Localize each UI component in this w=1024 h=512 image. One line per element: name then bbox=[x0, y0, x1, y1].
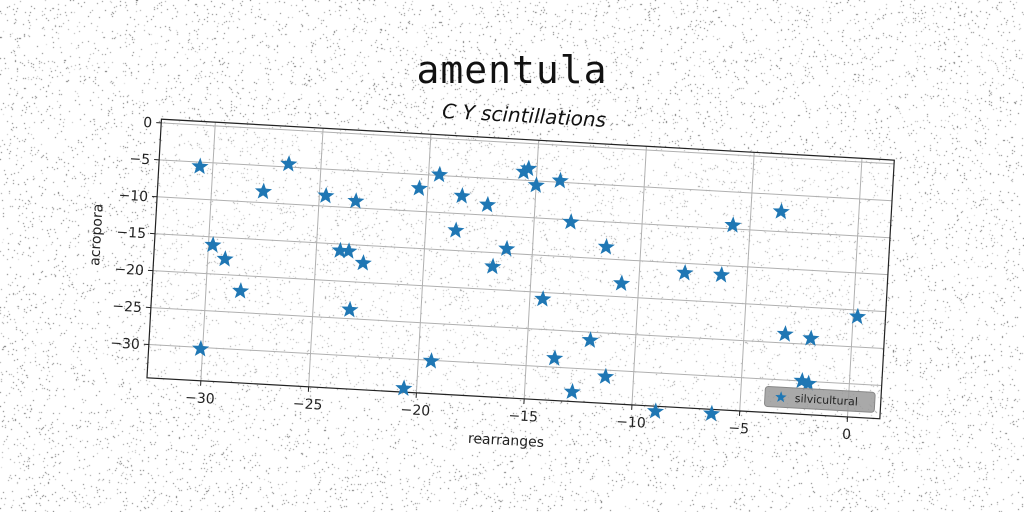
plot-frame bbox=[146, 118, 895, 420]
data-point bbox=[534, 290, 552, 307]
x-gridline bbox=[846, 158, 863, 417]
x-gridline bbox=[415, 134, 432, 393]
data-point bbox=[479, 195, 497, 213]
data-point bbox=[204, 236, 222, 253]
y-gridline bbox=[161, 122, 895, 165]
data-point bbox=[331, 241, 349, 259]
x-tick-label: 0 bbox=[842, 427, 852, 443]
y-tick-label: −15 bbox=[116, 225, 146, 243]
data-point bbox=[581, 331, 599, 348]
data-point bbox=[724, 216, 742, 233]
data-point bbox=[410, 179, 428, 197]
x-gridline bbox=[631, 146, 647, 405]
data-point bbox=[354, 254, 372, 271]
legend-label: silvicultural bbox=[794, 392, 858, 409]
data-point bbox=[192, 339, 210, 357]
y-tick-label: −5 bbox=[129, 151, 151, 168]
data-point bbox=[254, 182, 273, 200]
y-gridline bbox=[157, 196, 890, 239]
x-tick-label: −25 bbox=[292, 396, 322, 414]
data-point bbox=[849, 307, 867, 325]
data-point bbox=[447, 221, 465, 239]
data-point bbox=[515, 163, 533, 180]
figure-suptitle: amentula bbox=[416, 48, 608, 92]
y-tick-label: −10 bbox=[118, 188, 148, 206]
x-tick-label: −10 bbox=[616, 414, 646, 432]
rotated-figure: C Y scintillations −30 −25 −20 −15 −10 −5 0 0 −5… bbox=[87, 99, 895, 451]
data-point bbox=[597, 238, 615, 255]
y-tick-label: −30 bbox=[110, 335, 140, 353]
x-tick-label: −5 bbox=[728, 420, 750, 437]
x-gridline bbox=[308, 128, 324, 387]
y-gridline bbox=[159, 159, 893, 202]
x-tick-label: −20 bbox=[400, 402, 430, 420]
data-point bbox=[520, 159, 538, 177]
data-point bbox=[191, 157, 209, 175]
x-axis-label: rearranges bbox=[468, 431, 545, 451]
x-gridline bbox=[200, 122, 216, 381]
legend-marker bbox=[775, 391, 787, 403]
data-point bbox=[563, 382, 581, 400]
data-point bbox=[422, 352, 440, 369]
data-point bbox=[802, 329, 820, 347]
data-point bbox=[703, 404, 721, 422]
y-tick-label: −20 bbox=[114, 262, 144, 280]
data-point bbox=[546, 349, 564, 366]
data-point bbox=[776, 325, 794, 342]
data-point bbox=[216, 250, 234, 267]
chart-title: C Y scintillations bbox=[442, 99, 607, 132]
data-point bbox=[793, 372, 811, 389]
data-point bbox=[341, 300, 359, 318]
data-point bbox=[395, 379, 413, 396]
data-point bbox=[484, 257, 502, 275]
data-point bbox=[772, 202, 790, 220]
data-point bbox=[527, 176, 545, 193]
data-point bbox=[613, 274, 631, 292]
y-gridline bbox=[148, 344, 882, 387]
y-gridline bbox=[154, 233, 888, 276]
data-point bbox=[280, 155, 298, 172]
x-tick-label: −15 bbox=[508, 408, 538, 426]
y-gridline bbox=[150, 307, 884, 350]
data-point bbox=[340, 242, 358, 259]
data-point bbox=[676, 263, 694, 281]
data-point bbox=[597, 367, 615, 385]
x-tick-label: −30 bbox=[185, 390, 215, 408]
y-tick-label: −25 bbox=[112, 298, 142, 316]
data-point bbox=[712, 266, 731, 283]
y-axis-label: acropora bbox=[87, 203, 106, 266]
data-point bbox=[453, 187, 471, 204]
data-point bbox=[317, 186, 335, 204]
data-point bbox=[498, 239, 516, 257]
data-point bbox=[799, 374, 817, 392]
data-point bbox=[347, 192, 365, 209]
plot-background bbox=[146, 119, 895, 419]
data-point bbox=[431, 165, 449, 183]
data-point bbox=[562, 213, 580, 230]
data-point bbox=[551, 171, 569, 189]
legend-box bbox=[764, 385, 876, 413]
x-gridline bbox=[739, 152, 755, 411]
data-point bbox=[232, 282, 250, 299]
y-gridline bbox=[152, 270, 886, 313]
data-point bbox=[646, 402, 665, 419]
y-tick-label: 0 bbox=[143, 115, 153, 131]
plot-area: −30 −25 −20 −15 −10 −5 0 0 −5 −10 −15 −20 −25 −30 silv… bbox=[110, 115, 895, 443]
